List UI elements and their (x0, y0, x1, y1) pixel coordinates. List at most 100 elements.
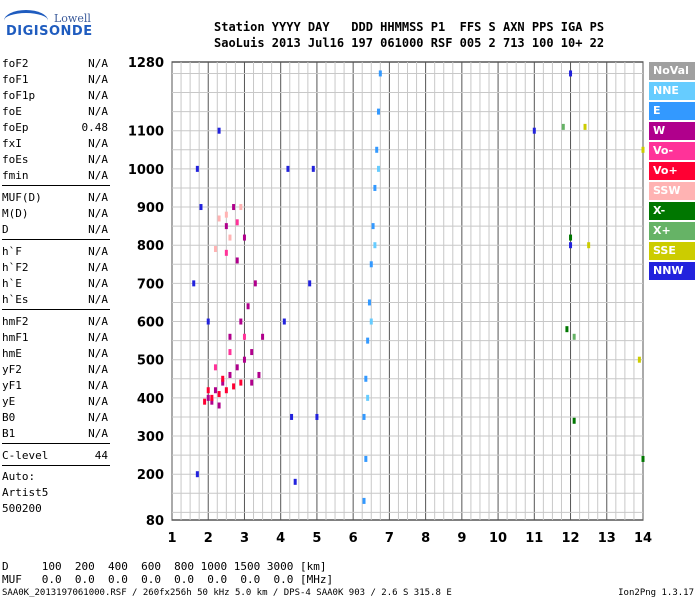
data-point-e (364, 375, 368, 382)
x-tick-label: 1 (167, 531, 176, 546)
param-row: B1 N/A (2, 425, 110, 441)
data-point-e (362, 413, 366, 420)
data-point-e (362, 497, 366, 504)
data-point-x (572, 417, 576, 424)
param-name: D (2, 222, 9, 236)
parameter-panel: foF2 N/A foF1 N/A foF1p N/A foE N/A foEp 0.48 fxI N… (2, 55, 110, 517)
data-point-e (371, 223, 375, 230)
data-point-vo (224, 387, 228, 394)
param-name: hmF2 (2, 314, 29, 328)
y-tick-label: 200 (137, 468, 164, 483)
legend-item: NNE (649, 82, 695, 100)
param-value: N/A (88, 104, 108, 118)
auto-artist: Artist5 (2, 486, 49, 499)
x-tick-label: 7 (385, 531, 394, 546)
legend-item: SSE (649, 242, 695, 260)
legend-item: X+ (649, 222, 695, 240)
param-value: N/A (88, 378, 108, 392)
param-name: h`E (2, 276, 22, 290)
param-name: fmin (2, 168, 29, 182)
param-name: foE (2, 104, 22, 118)
data-point-e (364, 455, 368, 462)
data-point-nnw (282, 318, 286, 325)
y-tick-label: 1280 (128, 56, 164, 71)
data-point-vo (213, 364, 217, 371)
param-name: hmE (2, 346, 22, 360)
data-point-e (369, 261, 373, 268)
x-tick-label: 12 (561, 531, 579, 546)
header-labels: Station YYYY DAY DDD HHMMSS P1 FFS S AXN… (214, 20, 605, 34)
data-point-x (561, 123, 565, 130)
param-separator (2, 309, 110, 310)
data-point-vo (217, 391, 221, 398)
data-point-vo (224, 249, 228, 256)
data-point-nnw (195, 165, 199, 172)
legend-item: W (649, 122, 695, 140)
footer-file-info: SAA0K_2013197061000.RSF / 260fx256h 50 k… (2, 588, 452, 598)
data-point-vo (239, 379, 243, 386)
data-point-ssw (228, 234, 232, 241)
legend-item: X- (649, 202, 695, 220)
param-row: h`F2 N/A (2, 259, 110, 275)
data-point-nnw (290, 413, 294, 420)
param-value: N/A (88, 72, 108, 86)
x-tick-label: 9 (457, 531, 466, 546)
param-value: N/A (88, 206, 108, 220)
data-point-w (250, 349, 254, 356)
data-point-ssw (217, 215, 221, 222)
param-row: yF2 N/A (2, 361, 110, 377)
legend-item: E (649, 102, 695, 120)
data-point-w (217, 402, 221, 409)
data-point-w (210, 398, 214, 405)
param-value: N/A (88, 222, 108, 236)
data-point-w (228, 371, 232, 378)
param-value: N/A (88, 244, 108, 258)
data-point-vo (203, 398, 207, 405)
legend-item: NNW (649, 262, 695, 280)
param-value: N/A (88, 136, 108, 150)
param-value: N/A (88, 362, 108, 376)
data-point-vo (210, 394, 214, 401)
data-point-nne (377, 165, 381, 172)
data-point-nnw (195, 471, 199, 478)
x-tick-label: 10 (489, 531, 507, 546)
data-point-ssw (213, 246, 217, 253)
param-name: foEs (2, 152, 29, 166)
param-value: N/A (88, 394, 108, 408)
data-point-w (235, 364, 239, 371)
x-tick-label: 11 (525, 531, 543, 546)
data-point-nnw (569, 242, 573, 249)
data-point-nnw (293, 478, 297, 485)
data-point-nne (369, 318, 373, 325)
param-name: B1 (2, 426, 16, 440)
param-name: h`F (2, 244, 22, 258)
param-row: B0 N/A (2, 409, 110, 425)
param-value: N/A (88, 152, 108, 166)
data-point-vo (228, 349, 232, 356)
y-tick-label: 900 (137, 201, 164, 216)
data-point-w (232, 204, 236, 211)
param-name: hmF1 (2, 330, 29, 344)
header-values: SaoLuis 2013 Jul16 197 061000 RSF 005 2 … (214, 36, 605, 50)
param-name: M(D) (2, 206, 29, 220)
y-tick-label: 300 (137, 430, 164, 445)
polarization-legend: NoVal NNE E W Vo- Vo+ SSW X- X+ SSE NNW (649, 62, 695, 282)
param-value: N/A (88, 410, 108, 424)
x-tick-label: 3 (240, 531, 249, 546)
data-point-e (367, 299, 371, 306)
data-point-x (569, 234, 573, 241)
d-distance-line: D 100 200 400 600 800 1000 1500 3000 [km… (2, 560, 327, 573)
legend-item: SSW (649, 182, 695, 200)
param-row: yF1 N/A (2, 377, 110, 393)
param-name: foEp (2, 120, 29, 134)
data-point-nnw (308, 280, 312, 287)
data-point-vo (206, 387, 210, 394)
data-point-nnw (532, 127, 536, 134)
param-row: hmF2 N/A (2, 313, 110, 329)
param-row: hmF1 N/A (2, 329, 110, 345)
data-point-nnw (315, 413, 319, 420)
data-point-w (213, 387, 217, 394)
param-row: M(D) N/A (2, 205, 110, 221)
logo-lowell: Lowell (54, 12, 91, 25)
param-value: N/A (88, 314, 108, 328)
